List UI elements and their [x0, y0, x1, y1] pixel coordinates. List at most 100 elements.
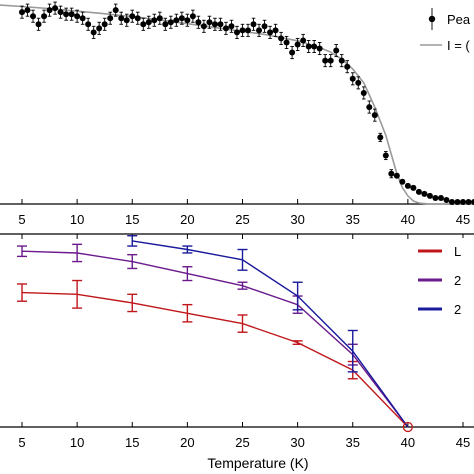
data-point [178, 15, 185, 22]
x-tick-label: 45 [456, 435, 470, 450]
x-tick-label: 35 [346, 435, 360, 450]
x-tick-label: 10 [70, 212, 84, 227]
series-line [21, 291, 409, 428]
data-point [68, 11, 75, 18]
x-tick-label: 25 [235, 435, 249, 450]
x-tick-label: 5 [18, 435, 25, 450]
data-point [471, 198, 474, 205]
data-point [366, 104, 373, 111]
series-line [21, 250, 409, 428]
data-point [338, 57, 345, 64]
legend-label: Pea [447, 12, 471, 27]
bottom-panel: 5 10 15 20 25 30 35 40 45 L 2 2 [0, 233, 474, 450]
data-point [305, 43, 312, 50]
x-tick-label: 40 [401, 435, 415, 450]
data-point [228, 23, 235, 30]
data-point [79, 15, 86, 22]
data-point [399, 178, 406, 185]
x-tick-label: 45 [456, 212, 470, 227]
data-point [410, 184, 417, 191]
data-point [239, 27, 246, 34]
data-point [360, 89, 367, 96]
data-point [283, 39, 290, 46]
legend-box [408, 4, 474, 58]
data-point [278, 35, 285, 42]
data-point [140, 21, 147, 28]
data-point [421, 190, 428, 197]
data-point [377, 134, 384, 141]
data-point [245, 27, 252, 34]
x-tick-label: 15 [125, 212, 139, 227]
data-point [250, 21, 257, 28]
data-point [195, 19, 202, 26]
data-point [145, 19, 152, 26]
data-point [316, 45, 323, 52]
data-point [344, 63, 351, 70]
data-point [333, 47, 340, 54]
x-tick-label: 20 [180, 212, 194, 227]
data-point [200, 23, 207, 30]
data-point [327, 57, 334, 64]
data-point [129, 13, 136, 20]
data-point [415, 188, 422, 195]
x-axis-label: Temperature (K) [207, 455, 308, 471]
legend-marker [428, 15, 436, 23]
data-point [52, 5, 59, 12]
x-tick-label: 35 [346, 212, 360, 227]
data-point [46, 7, 53, 14]
x-tick-label: 5 [18, 212, 25, 227]
legend-label: I = ( [447, 38, 470, 53]
data-point [382, 152, 389, 159]
data-point [322, 57, 329, 64]
x-tick-label: 20 [180, 435, 194, 450]
data-point [211, 21, 218, 28]
data-point [222, 25, 229, 32]
data-point [300, 37, 307, 44]
data-point [432, 194, 439, 201]
data-point [118, 15, 125, 22]
data-point [388, 170, 395, 177]
x-tick-label: 30 [290, 435, 304, 450]
data-point [30, 13, 37, 20]
data-point [41, 13, 48, 20]
data-point [167, 19, 174, 26]
data-point [261, 23, 268, 30]
data-point [96, 25, 103, 32]
data-point [107, 15, 114, 22]
data-point [448, 198, 455, 205]
series-line [132, 240, 409, 428]
data-point [112, 7, 119, 14]
legend-label: 2 [454, 273, 461, 288]
data-point [162, 21, 169, 28]
data-point [371, 112, 378, 119]
data-point [206, 19, 213, 26]
data-point [454, 198, 461, 205]
data-point [101, 21, 108, 28]
data-point [349, 75, 356, 82]
x-tick-label: 25 [235, 212, 249, 227]
data-point [426, 192, 433, 199]
data-point [85, 21, 92, 28]
data-point [189, 13, 196, 20]
data-point [134, 15, 141, 22]
x-tick-label: 30 [290, 212, 304, 227]
x-tick-label: 40 [401, 212, 415, 227]
data-point [460, 198, 466, 205]
data-point [19, 9, 25, 16]
data-point [173, 17, 180, 24]
data-point [289, 49, 296, 56]
legend-label: 2 [454, 302, 461, 317]
data-point [123, 17, 130, 24]
data-point [233, 29, 240, 36]
end-marker [402, 421, 414, 433]
data-point [267, 29, 274, 36]
data-point [184, 17, 191, 24]
data-point [90, 29, 97, 36]
data-point [355, 79, 362, 86]
data-point [24, 7, 31, 14]
data-point [294, 41, 301, 48]
data-point [311, 43, 318, 50]
data-point [217, 21, 224, 28]
legend-label: L [454, 244, 461, 259]
